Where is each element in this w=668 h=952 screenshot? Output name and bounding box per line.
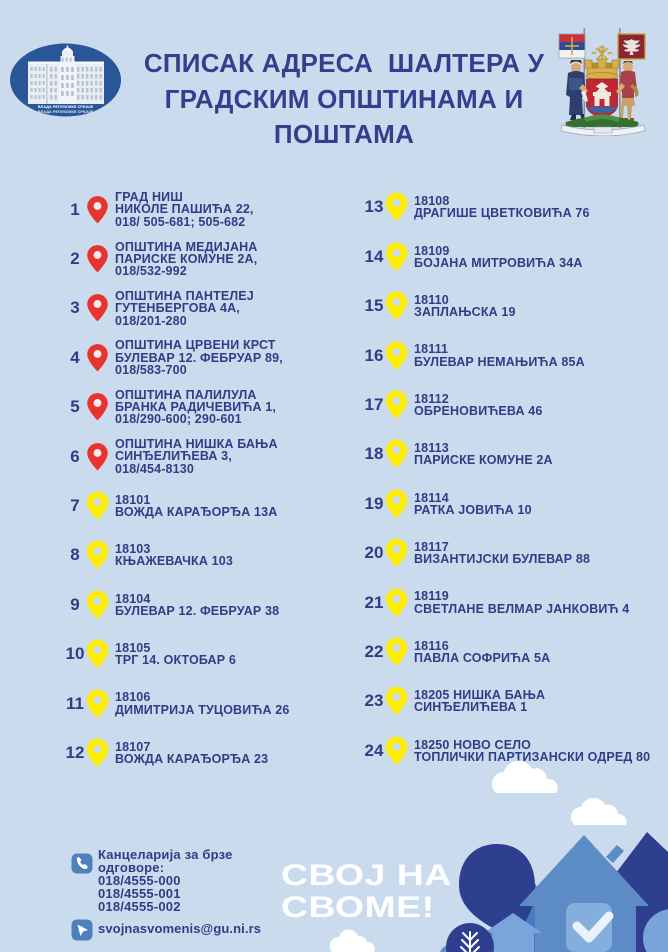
svg-text:ВЛАДА РЕПУБЛИКЕ СРБИЈЕ: ВЛАДА РЕПУБЛИКЕ СРБИЈЕ [38,104,94,109]
svg-text:ВЛАДА РЕПУБЛИКЕ СРБИЈЕ: ВЛАДА РЕПУБЛИКЕ СРБИЈЕ [38,109,94,114]
